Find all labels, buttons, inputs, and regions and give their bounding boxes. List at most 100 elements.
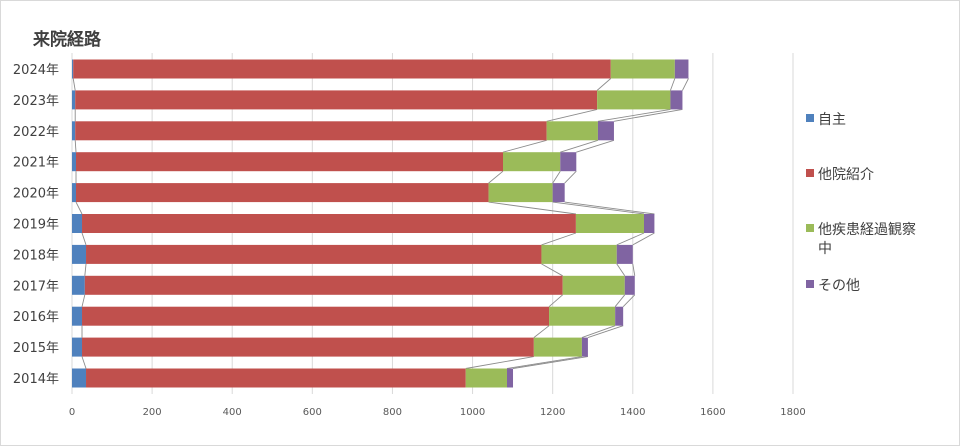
series-lines xyxy=(72,78,689,369)
bar-segment xyxy=(72,214,83,233)
category-label: 2021年 xyxy=(13,156,59,171)
series-connector-line xyxy=(74,140,77,153)
legend-label: その他 xyxy=(818,278,860,294)
bar-segment xyxy=(76,183,489,203)
series-connector-line xyxy=(576,139,615,153)
category-label: 2016年 xyxy=(13,310,59,325)
category-label: 2017年 xyxy=(13,279,59,294)
bar-segment xyxy=(72,337,83,357)
series-connector-line xyxy=(81,294,86,307)
bar-segment xyxy=(562,275,625,295)
bar-segment xyxy=(72,90,76,110)
bar-segment xyxy=(72,368,87,388)
series-connector-line xyxy=(616,263,626,277)
category-label: 2014年 xyxy=(13,372,59,387)
series-connector-line xyxy=(581,325,616,339)
x-tick-label: 1200 xyxy=(540,407,565,418)
legend-swatch xyxy=(806,224,814,232)
series-connector-line xyxy=(506,356,582,369)
x-tick-label: 1400 xyxy=(620,407,645,418)
x-tick-label: 0 xyxy=(69,407,75,418)
category-label: 2023年 xyxy=(13,94,59,109)
category-label: 2018年 xyxy=(13,248,59,263)
series-connector-line xyxy=(512,356,588,369)
series-connector-line xyxy=(72,78,76,91)
bar-segment xyxy=(581,337,588,357)
series-connector-line xyxy=(613,108,683,122)
chart-title: 来院経路 xyxy=(32,29,102,50)
series-connector-line xyxy=(75,201,83,215)
series-connector-line xyxy=(670,78,676,91)
bar-segment xyxy=(546,121,598,141)
series-connector-line xyxy=(564,201,655,215)
bar-segment xyxy=(615,306,624,326)
bar-segment xyxy=(549,306,616,326)
series-connector-line xyxy=(546,108,598,122)
series-connector-line xyxy=(597,108,671,122)
bars xyxy=(72,59,689,388)
series-connector-line xyxy=(548,294,563,308)
x-tick-label: 1000 xyxy=(460,407,485,418)
bar-segment xyxy=(72,183,77,203)
series-connector-line xyxy=(502,139,547,153)
bar-segment xyxy=(72,152,77,172)
series-connector-line xyxy=(81,356,87,369)
bar-segment xyxy=(75,90,598,110)
bar-segment xyxy=(597,90,671,110)
x-axis-tick-labels: 0 200 400 600 800 1000 1200 1400 1600 1800 xyxy=(69,407,806,418)
series-connector-line xyxy=(552,201,645,215)
bar-segment xyxy=(610,59,675,79)
category-label: 2015年 xyxy=(13,341,59,356)
bar-segment xyxy=(75,121,547,141)
bar-segment xyxy=(670,90,683,110)
series-connector-line xyxy=(564,170,577,184)
series-connector-line xyxy=(533,325,550,338)
bar-segment xyxy=(624,275,635,295)
bar-segment xyxy=(86,368,466,388)
bar-segment xyxy=(643,214,655,233)
series-connector-line xyxy=(632,263,636,276)
series-connector-line xyxy=(614,294,626,307)
legend-label: 自主 xyxy=(818,112,846,128)
bar-segment xyxy=(72,244,87,264)
bar-segment xyxy=(560,152,577,172)
series-connector-line xyxy=(488,170,504,184)
series-connector-line xyxy=(488,201,576,215)
series-connector-line xyxy=(560,139,599,153)
x-tick-label: 800 xyxy=(383,407,402,418)
bar-segment xyxy=(76,152,503,172)
series-connector-line xyxy=(622,294,636,308)
series-connector-line xyxy=(616,232,645,246)
series-connector-line xyxy=(84,263,87,276)
legend-label: 他疾患経過観察中 xyxy=(818,221,916,257)
bar-segment xyxy=(72,275,85,295)
series-connector-line xyxy=(541,232,577,246)
series-connector-line xyxy=(552,170,561,184)
legend-swatch xyxy=(806,280,814,288)
legend-swatch xyxy=(806,169,814,177)
bar-segment xyxy=(533,337,582,357)
bar-segment xyxy=(72,59,74,79)
bar-segment xyxy=(552,183,565,203)
x-tick-label: 200 xyxy=(143,407,162,418)
bar-segment xyxy=(541,244,617,264)
category-label: 2020年 xyxy=(13,187,59,202)
bar-segment xyxy=(465,368,508,388)
legend-swatch xyxy=(806,114,814,122)
bar-segment xyxy=(72,121,76,141)
bar-segment xyxy=(507,368,514,388)
series-connector-line xyxy=(81,232,87,246)
bar-segment xyxy=(84,275,563,295)
bar-segment xyxy=(575,214,644,233)
series-connector-line xyxy=(596,78,612,91)
series-connector-line xyxy=(465,356,534,369)
series-connector-line xyxy=(632,232,655,246)
x-tick-label: 600 xyxy=(303,407,322,418)
x-tick-label: 400 xyxy=(223,407,242,418)
bar-segment xyxy=(597,121,614,141)
bar-segment xyxy=(82,214,576,233)
bar-segment xyxy=(82,337,534,357)
category-label: 2024年 xyxy=(13,63,59,78)
